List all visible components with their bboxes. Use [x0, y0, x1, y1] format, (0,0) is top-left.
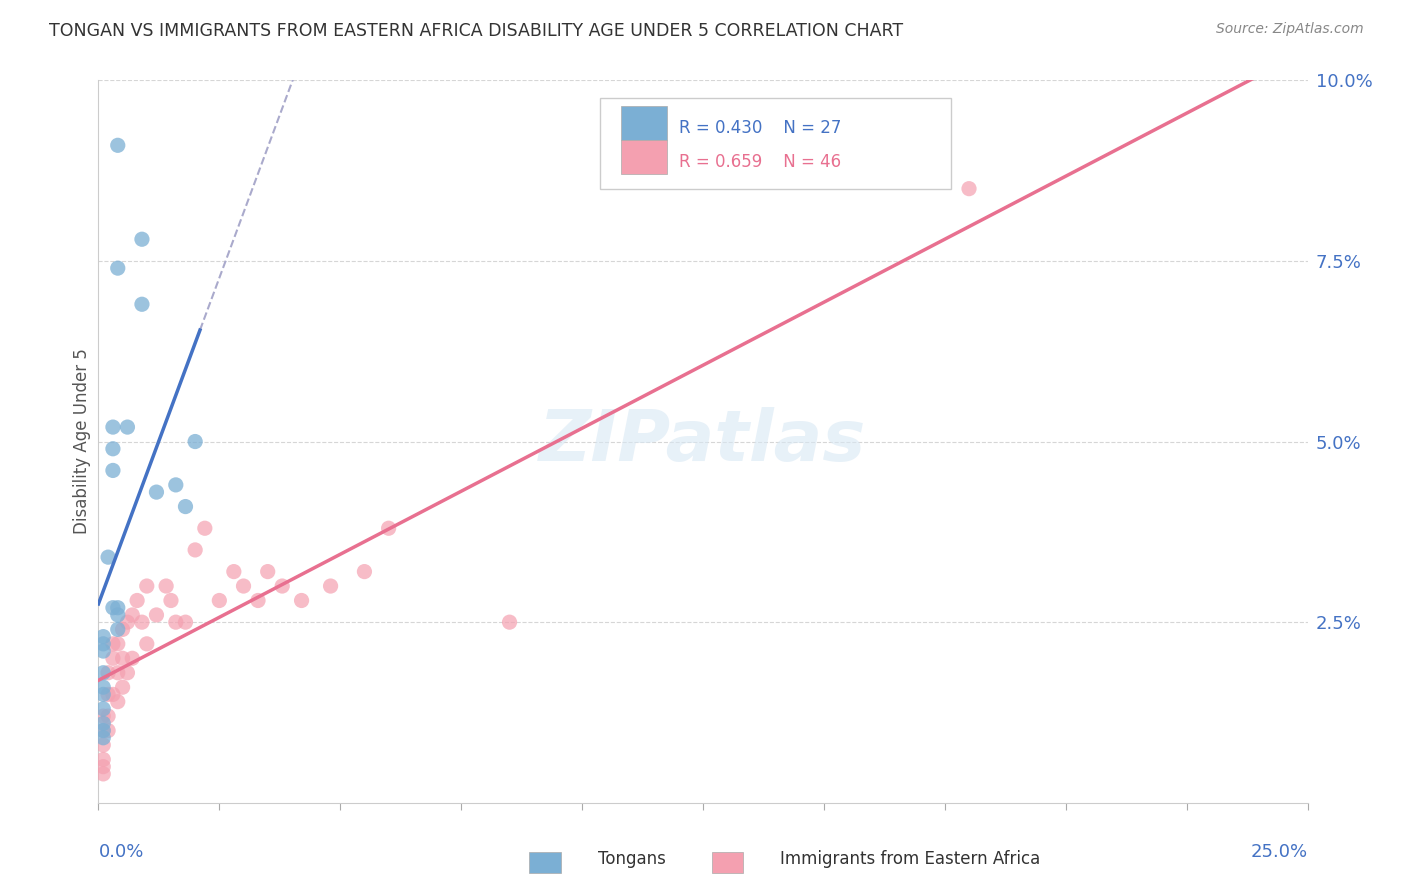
- Point: [91, 716, 114, 731]
- Point: [131, 232, 153, 246]
- Point: [271, 579, 294, 593]
- Point: [174, 500, 197, 514]
- Point: [174, 615, 197, 630]
- Point: [957, 182, 980, 196]
- Point: [111, 651, 134, 665]
- Point: [91, 752, 114, 766]
- Point: [127, 593, 149, 607]
- Point: [91, 644, 114, 658]
- Text: Tongans: Tongans: [598, 850, 665, 868]
- Point: [135, 579, 157, 593]
- Point: [97, 687, 120, 701]
- Point: [91, 665, 114, 680]
- Point: [194, 521, 217, 535]
- Text: Immigrants from Eastern Africa: Immigrants from Eastern Africa: [780, 850, 1040, 868]
- Point: [91, 630, 114, 644]
- Text: 25.0%: 25.0%: [1250, 843, 1308, 861]
- Text: R = 0.430    N = 27: R = 0.430 N = 27: [679, 119, 841, 136]
- Text: R = 0.659    N = 46: R = 0.659 N = 46: [679, 153, 841, 170]
- Point: [91, 680, 114, 694]
- Point: [107, 600, 129, 615]
- Bar: [621, 139, 666, 174]
- Point: [165, 478, 187, 492]
- Point: [208, 593, 231, 607]
- Point: [107, 261, 129, 276]
- Point: [97, 550, 120, 565]
- Point: [101, 600, 124, 615]
- Point: [97, 723, 120, 738]
- Point: [155, 579, 177, 593]
- Point: [184, 542, 207, 557]
- Point: [111, 623, 134, 637]
- Point: [222, 565, 245, 579]
- Point: [101, 637, 124, 651]
- Point: [145, 607, 167, 622]
- Point: [111, 680, 134, 694]
- Point: [247, 593, 270, 607]
- Point: [91, 687, 114, 701]
- Text: ZIPatlas: ZIPatlas: [540, 407, 866, 476]
- Point: [107, 607, 129, 622]
- Point: [160, 593, 183, 607]
- Point: [256, 565, 278, 579]
- Point: [131, 615, 153, 630]
- Point: [498, 615, 520, 630]
- Point: [131, 297, 153, 311]
- Bar: [529, 852, 561, 873]
- Point: [145, 485, 167, 500]
- Point: [117, 665, 139, 680]
- Point: [232, 579, 254, 593]
- Point: [97, 665, 120, 680]
- Point: [135, 637, 157, 651]
- Point: [91, 702, 114, 716]
- Point: [91, 637, 114, 651]
- Point: [91, 731, 114, 745]
- Bar: [621, 105, 666, 140]
- Text: TONGAN VS IMMIGRANTS FROM EASTERN AFRICA DISABILITY AGE UNDER 5 CORRELATION CHAR: TONGAN VS IMMIGRANTS FROM EASTERN AFRICA…: [49, 22, 903, 40]
- Point: [91, 709, 114, 723]
- Point: [107, 623, 129, 637]
- Point: [290, 593, 312, 607]
- Point: [184, 434, 207, 449]
- Point: [101, 442, 124, 456]
- Point: [117, 615, 139, 630]
- Point: [121, 651, 143, 665]
- Point: [107, 138, 129, 153]
- Point: [97, 709, 120, 723]
- Text: Source: ZipAtlas.com: Source: ZipAtlas.com: [1216, 22, 1364, 37]
- Point: [117, 420, 139, 434]
- Y-axis label: Disability Age Under 5: Disability Age Under 5: [73, 349, 91, 534]
- Point: [319, 579, 342, 593]
- Bar: [711, 852, 744, 873]
- Point: [91, 767, 114, 781]
- Text: 0.0%: 0.0%: [98, 843, 143, 861]
- Point: [91, 723, 114, 738]
- Point: [101, 651, 124, 665]
- Point: [107, 695, 129, 709]
- Point: [101, 687, 124, 701]
- Point: [101, 420, 124, 434]
- Point: [353, 565, 375, 579]
- Point: [91, 738, 114, 752]
- Point: [91, 760, 114, 774]
- Point: [107, 665, 129, 680]
- Point: [91, 723, 114, 738]
- Point: [377, 521, 399, 535]
- Point: [165, 615, 187, 630]
- Point: [101, 463, 124, 477]
- Point: [121, 607, 143, 622]
- Point: [107, 637, 129, 651]
- FancyBboxPatch shape: [600, 98, 950, 189]
